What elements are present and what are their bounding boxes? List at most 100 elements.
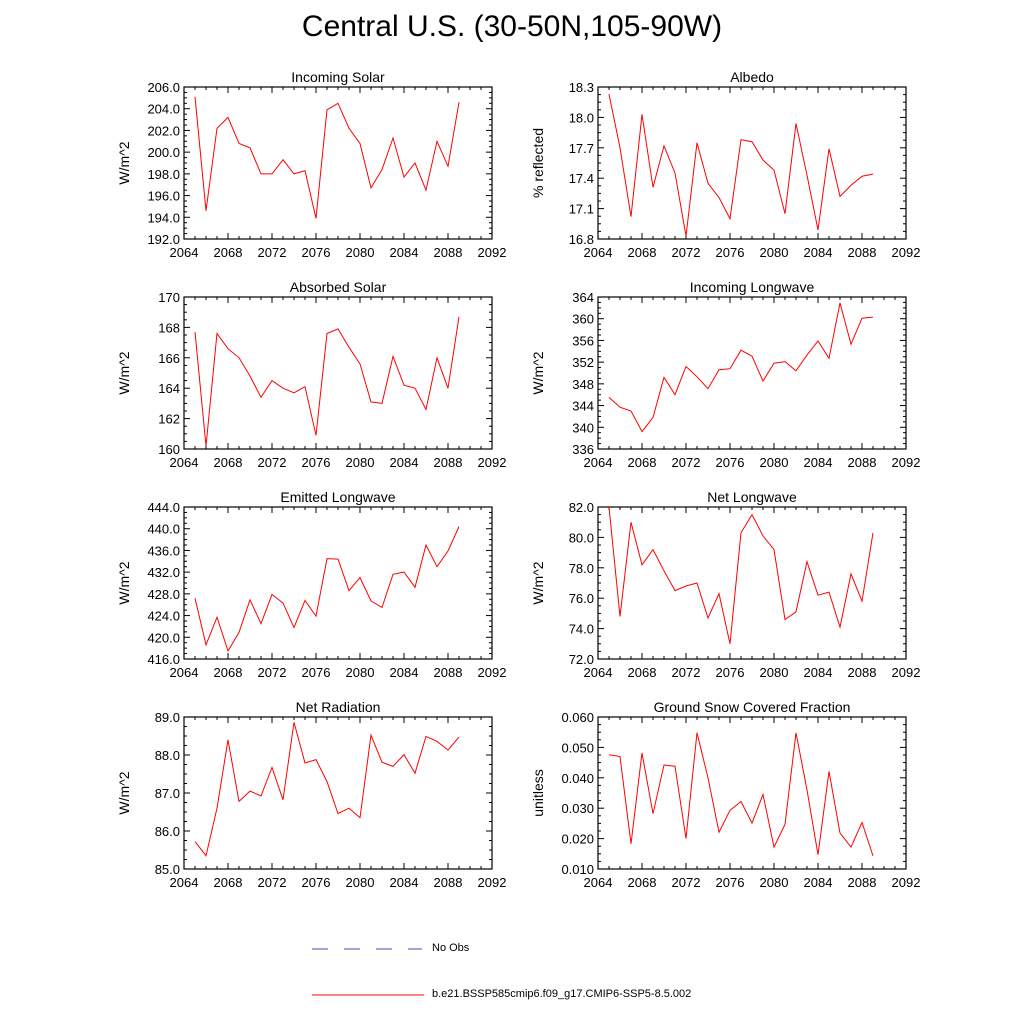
- plot-frame: [597, 86, 907, 240]
- x-tick-label: 2068: [214, 875, 243, 890]
- y-tick-label: 18.3: [569, 80, 594, 95]
- x-tick-label: 2080: [346, 455, 375, 470]
- y-tick-label: 344: [572, 399, 594, 414]
- y-tick-label: 192.0: [147, 232, 180, 247]
- y-tick-label: 164: [158, 381, 180, 396]
- y-axis-label: W/m^2: [116, 351, 132, 394]
- x-tick-label: 2064: [170, 665, 199, 680]
- y-axis-label: unitless: [530, 769, 546, 816]
- x-tick-label: 2072: [672, 665, 701, 680]
- panel-title: Incoming Solar: [291, 69, 385, 85]
- y-tick-label: 364: [572, 290, 594, 305]
- x-tick-label: 2080: [346, 665, 375, 680]
- y-tick-label: 86.0: [155, 824, 180, 839]
- x-tick-label: 2068: [214, 455, 243, 470]
- panel-title: Net Radiation: [296, 699, 381, 715]
- y-tick-label: 336: [572, 442, 594, 457]
- x-tick-label: 2092: [478, 665, 507, 680]
- x-tick-label: 2088: [848, 245, 877, 260]
- y-tick-label: 0.050: [561, 740, 594, 755]
- plot-frame: [597, 716, 907, 870]
- y-tick-label: 360: [572, 312, 594, 327]
- y-tick-label: 436.0: [147, 543, 180, 558]
- x-tick-label: 2092: [892, 665, 921, 680]
- series-line: [194, 316, 460, 447]
- y-tick-label: 420.0: [147, 630, 180, 645]
- plot-frame: [183, 716, 493, 870]
- y-tick-label: 88.0: [155, 748, 180, 763]
- panel-title: Absorbed Solar: [290, 279, 387, 295]
- x-tick-label: 2076: [302, 875, 331, 890]
- x-tick-label: 2088: [434, 245, 463, 260]
- y-tick-label: 89.0: [155, 710, 180, 725]
- x-tick-label: 2084: [804, 665, 833, 680]
- series-line: [194, 96, 460, 219]
- x-tick-label: 2084: [804, 245, 833, 260]
- y-tick-label: 74.0: [569, 622, 594, 637]
- y-axis-label: W/m^2: [116, 771, 132, 814]
- x-tick-label: 2076: [302, 665, 331, 680]
- y-tick-label: 416.0: [147, 652, 180, 667]
- y-axis-label: W/m^2: [116, 141, 132, 184]
- x-tick-label: 2084: [390, 665, 419, 680]
- x-tick-label: 2080: [760, 245, 789, 260]
- y-tick-label: 198.0: [147, 167, 180, 182]
- x-tick-label: 2092: [892, 245, 921, 260]
- y-tick-label: 194.0: [147, 210, 180, 225]
- y-tick-label: 202.0: [147, 123, 180, 138]
- x-tick-label: 2076: [716, 245, 745, 260]
- y-tick-label: 204.0: [147, 102, 180, 117]
- y-tick-label: 440.0: [147, 522, 180, 537]
- y-tick-label: 17.4: [569, 171, 594, 186]
- y-tick-label: 0.040: [561, 771, 594, 786]
- series-line: [194, 722, 460, 857]
- y-tick-label: 76.0: [569, 591, 594, 606]
- x-tick-label: 2064: [170, 875, 199, 890]
- y-tick-label: 162: [158, 412, 180, 427]
- plot-frame: [597, 506, 907, 660]
- x-tick-label: 2072: [672, 875, 701, 890]
- x-tick-label: 2076: [302, 455, 331, 470]
- x-tick-label: 2092: [478, 245, 507, 260]
- y-tick-label: 0.030: [561, 801, 594, 816]
- x-tick-label: 2080: [760, 875, 789, 890]
- y-tick-label: 424.0: [147, 609, 180, 624]
- y-tick-label: 200.0: [147, 145, 180, 160]
- y-tick-label: 82.0: [569, 500, 594, 515]
- panel-title: Ground Snow Covered Fraction: [654, 699, 851, 715]
- figure-title: Central U.S. (30-50N,105-90W): [301, 10, 723, 43]
- panel-4: 2064 2068 2072 2076 2080 2084 2088 2092 416.0 420…: [116, 489, 506, 680]
- panel-1: 2064 2068 2072 2076 2080 2084 2088 2092 16.8 17.1…: [530, 69, 920, 260]
- x-tick-label: 2072: [258, 245, 287, 260]
- y-tick-label: 72.0: [569, 652, 594, 667]
- x-tick-label: 2072: [672, 455, 701, 470]
- y-tick-label: 206.0: [147, 80, 180, 95]
- panel-title: Albedo: [730, 69, 774, 85]
- x-tick-label: 2072: [258, 875, 287, 890]
- x-tick-label: 2072: [258, 455, 287, 470]
- legend-model-swatch: [312, 994, 424, 996]
- panel-0: 2064 2068 2072 2076 2080 2084 2088 2092 192.0 194…: [116, 69, 506, 260]
- y-tick-label: 0.010: [561, 862, 594, 877]
- panel-title: Emitted Longwave: [280, 489, 395, 505]
- x-tick-label: 2080: [346, 245, 375, 260]
- y-tick-label: 444.0: [147, 500, 180, 515]
- y-tick-label: 85.0: [155, 862, 180, 877]
- panel-3: 2064 2068 2072 2076 2080 2084 2088 2092 336 340 34…: [530, 279, 920, 470]
- x-tick-label: 2076: [716, 455, 745, 470]
- x-tick-label: 2092: [478, 455, 507, 470]
- x-tick-label: 2064: [170, 455, 199, 470]
- panel-6: 2064 2068 2072 2076 2080 2084 2088 2092 85.0 86.0…: [116, 699, 506, 890]
- y-tick-label: 352: [572, 355, 594, 370]
- legend-obs-swatch: [312, 948, 422, 950]
- y-tick-label: 432.0: [147, 565, 180, 580]
- legend-obs-label: No Obs: [432, 942, 470, 954]
- y-tick-label: 17.7: [569, 141, 594, 156]
- x-tick-label: 2092: [892, 455, 921, 470]
- plot-frame: [183, 296, 493, 450]
- y-tick-label: 80.0: [569, 530, 594, 545]
- y-tick-label: 0.060: [561, 710, 594, 725]
- x-tick-label: 2084: [804, 455, 833, 470]
- y-tick-label: 16.8: [569, 232, 594, 247]
- x-tick-label: 2084: [390, 875, 419, 890]
